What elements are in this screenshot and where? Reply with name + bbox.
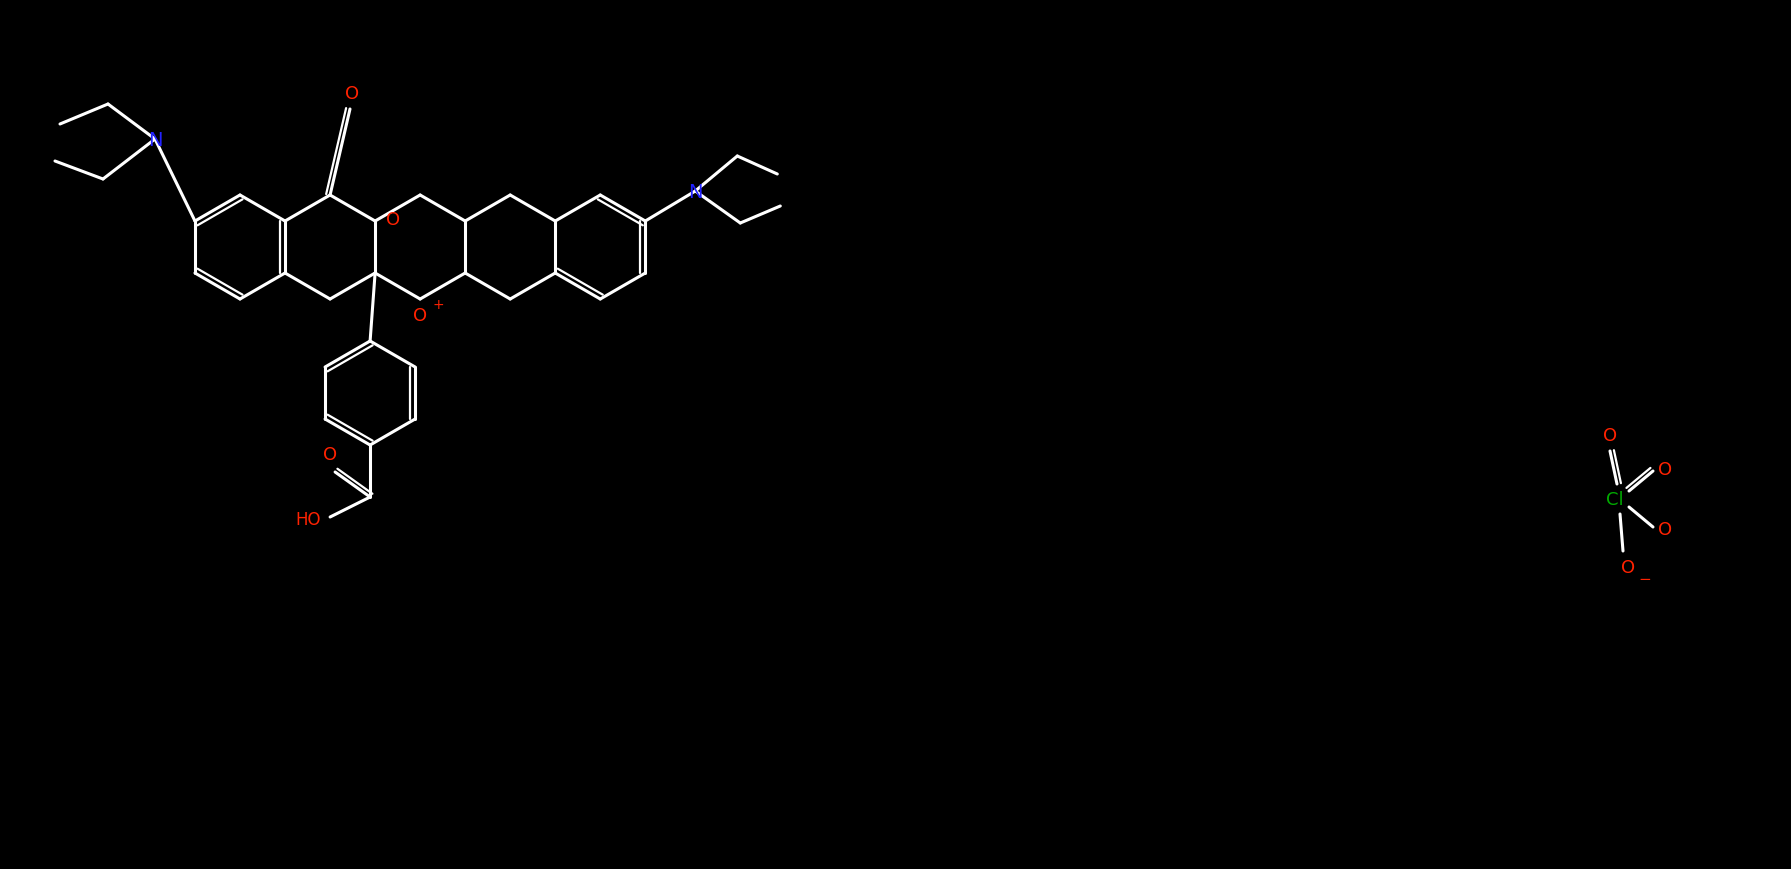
Text: O: O	[346, 85, 358, 103]
Text: O: O	[1658, 521, 1673, 539]
Text: Cl: Cl	[1607, 490, 1624, 508]
Text: N: N	[688, 182, 702, 202]
Text: O: O	[1658, 461, 1673, 479]
Text: O: O	[414, 307, 428, 325]
Text: O: O	[322, 446, 337, 463]
Text: O: O	[387, 211, 399, 229]
Text: O: O	[1603, 427, 1617, 444]
Text: −: −	[1639, 572, 1651, 587]
Text: HO: HO	[296, 510, 321, 528]
Text: +: +	[432, 298, 444, 312]
Text: O: O	[1621, 559, 1635, 576]
Text: N: N	[147, 130, 163, 149]
